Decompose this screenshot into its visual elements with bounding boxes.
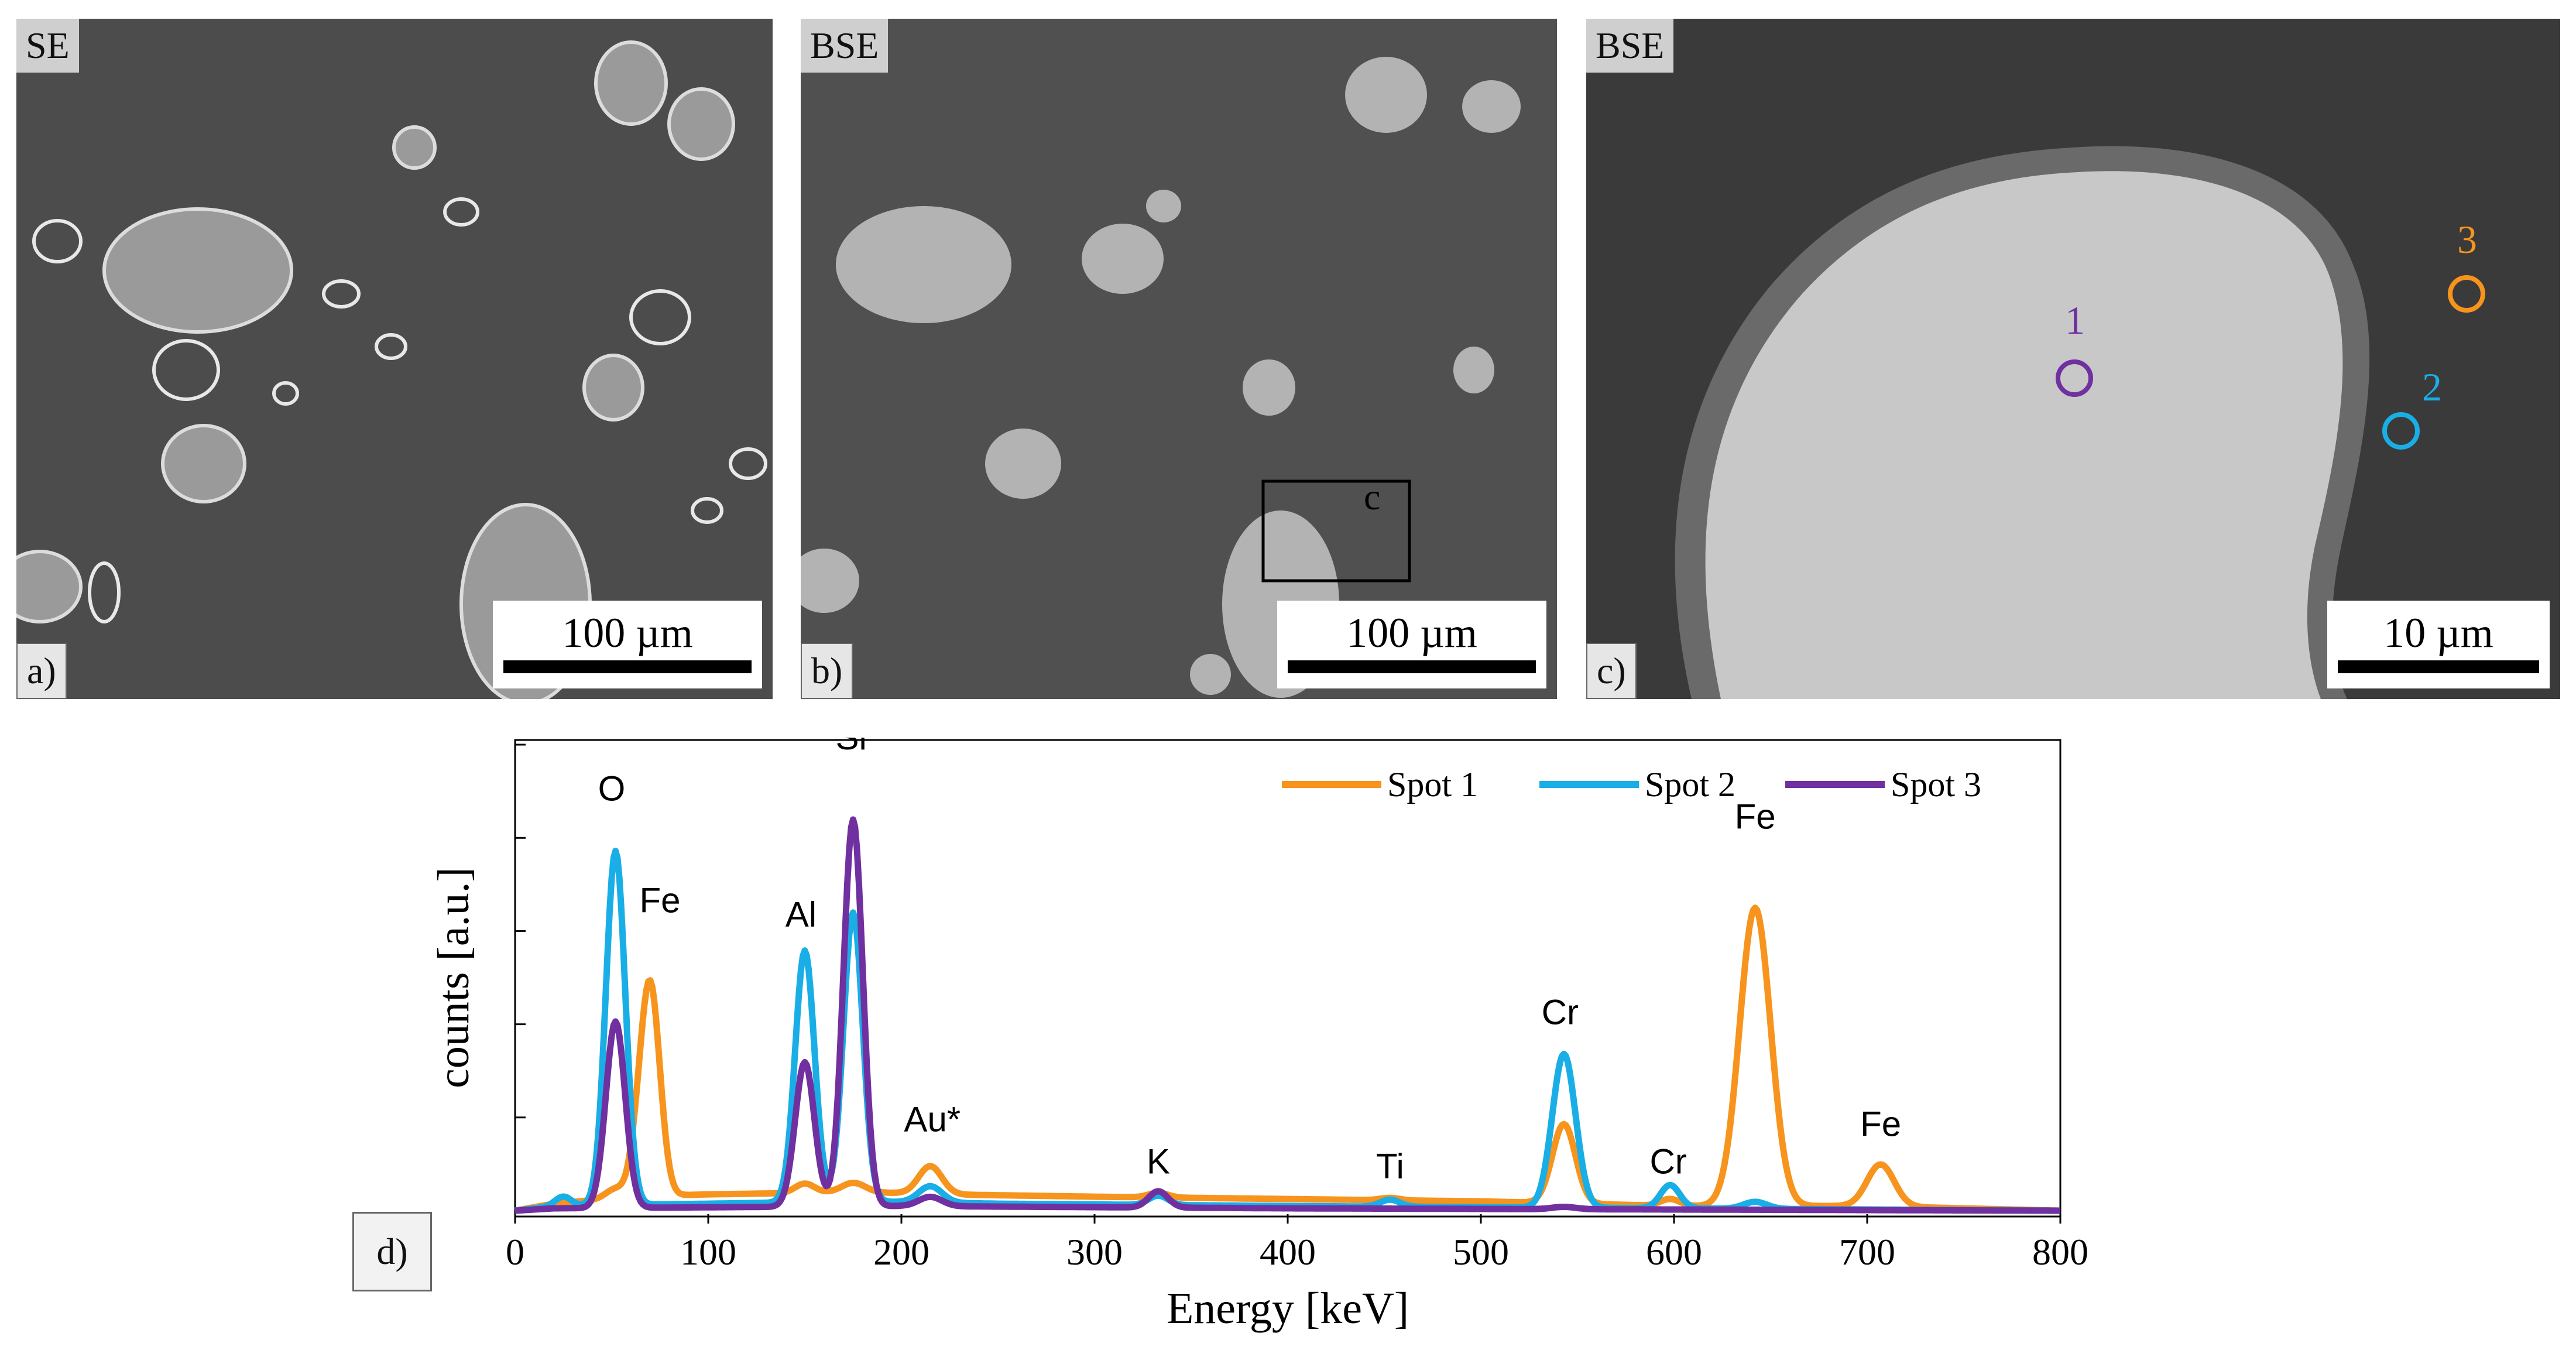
spot-3-label: 3 bbox=[2457, 217, 2477, 262]
series-line-spot-3 bbox=[513, 816, 2062, 1214]
peak-label: Cr bbox=[1649, 1142, 1686, 1181]
peak-label: Si bbox=[836, 738, 867, 757]
x-axis: 0 100 200 300 400 500 600 700 800 bbox=[506, 1214, 2088, 1273]
series-layer bbox=[513, 816, 2062, 1214]
peak-label: Ti bbox=[1376, 1146, 1404, 1185]
x-tick-label: 400 bbox=[1260, 1231, 1316, 1273]
peak-label: K bbox=[1147, 1142, 1170, 1181]
x-tick-label: 500 bbox=[1453, 1231, 1509, 1273]
sem-panel-a: SE a) 100 µm bbox=[16, 19, 773, 699]
imaging-mode-label: BSE bbox=[1586, 19, 1674, 73]
peak-label: Fe bbox=[1735, 797, 1776, 836]
spot-1-label: 1 bbox=[2065, 298, 2085, 342]
scale-bar-line bbox=[1288, 660, 1536, 673]
peak-label: Al bbox=[786, 895, 817, 934]
panel-letter: c) bbox=[1586, 643, 1637, 699]
x-tick-label: 100 bbox=[680, 1231, 736, 1273]
imaging-mode-label: BSE bbox=[801, 19, 889, 73]
x-tick-label: 0 bbox=[506, 1231, 524, 1273]
peak-label: O bbox=[598, 769, 626, 808]
scale-bar-label: 10 µm bbox=[2383, 609, 2493, 656]
scale-bar: 10 µm bbox=[2327, 601, 2550, 688]
legend: Spot 1 Spot 2 Spot 3 bbox=[1282, 765, 1981, 804]
panel-letter: a) bbox=[16, 643, 67, 699]
peak-annotations: O Fe Al Si Au* K Ti Cr Cr Fe Fe bbox=[598, 738, 1901, 1185]
scale-bar: 100 µm bbox=[493, 601, 762, 688]
series-line-spot-1 bbox=[513, 904, 2062, 1214]
inset-box bbox=[1261, 479, 1411, 583]
imaging-mode-label: SE bbox=[16, 19, 79, 73]
x-axis-title: Energy [keV] bbox=[1167, 1284, 1409, 1333]
plot-area bbox=[514, 739, 2062, 1218]
scale-bar-line bbox=[503, 660, 752, 673]
peak-label: Au* bbox=[904, 1100, 961, 1139]
x-tick-label: 700 bbox=[1839, 1231, 1895, 1273]
x-tick-label: 800 bbox=[2032, 1231, 2088, 1273]
scale-bar-label: 100 µm bbox=[1346, 609, 1477, 656]
spot-2-label: 2 bbox=[2422, 365, 2442, 409]
scale-bar: 100 µm bbox=[1277, 601, 1546, 688]
scale-bar-label: 100 µm bbox=[562, 609, 693, 656]
x-tick-label: 600 bbox=[1646, 1231, 1702, 1273]
x-tick-label: 200 bbox=[873, 1231, 929, 1273]
peak-label: Fe bbox=[639, 881, 680, 920]
spot-1-marker bbox=[2056, 359, 2093, 397]
sem-image-a bbox=[16, 19, 773, 699]
legend-label-spot-1: Spot 1 bbox=[1387, 765, 1478, 804]
y-axis-ticks bbox=[515, 743, 526, 1119]
inset-label: c bbox=[1364, 476, 1381, 518]
peak-label: Fe bbox=[1860, 1105, 1901, 1144]
spot-2-marker bbox=[2382, 412, 2420, 450]
peak-label: Cr bbox=[1542, 993, 1579, 1032]
panel-letter: b) bbox=[801, 643, 853, 699]
sem-panel-c: 1 2 3 BSE c) 10 µm bbox=[1586, 19, 2560, 699]
sem-image-c bbox=[1586, 19, 2560, 699]
spot-3-marker bbox=[2448, 275, 2485, 313]
x-tick-label: 300 bbox=[1066, 1231, 1123, 1273]
scale-bar-line bbox=[2338, 660, 2539, 673]
sem-panel-b: c BSE b) 100 µm bbox=[801, 19, 1557, 699]
sem-image-b bbox=[801, 19, 1557, 699]
legend-label-spot-3: Spot 3 bbox=[1891, 765, 1981, 804]
panel-letter-d: d) bbox=[352, 1212, 432, 1291]
legend-label-spot-2: Spot 2 bbox=[1645, 765, 1735, 804]
y-axis-title: counts [a.u.] bbox=[429, 867, 478, 1088]
eds-spectrum-chart: 0 100 200 300 400 500 600 700 800 O Fe Al Si Au* K Ti C… bbox=[429, 738, 2088, 1333]
